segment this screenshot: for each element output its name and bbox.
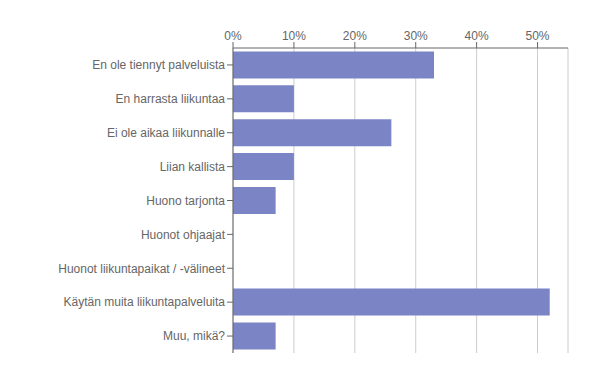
svg-text:50%: 50% [526, 29, 550, 43]
svg-text:Käytän muita liikuntapalveluit: Käytän muita liikuntapalveluita [64, 295, 226, 309]
svg-text:0%: 0% [224, 29, 242, 43]
svg-text:20%: 20% [343, 29, 367, 43]
svg-text:Liian kallista: Liian kallista [160, 160, 226, 174]
svg-text:En ole tiennyt palveluista: En ole tiennyt palveluista [92, 58, 225, 72]
svg-text:Ei ole aikaa liikunnalle: Ei ole aikaa liikunnalle [107, 126, 225, 140]
svg-text:Muu, mikä?: Muu, mikä? [163, 329, 225, 343]
svg-text:En harrasta liikuntaa: En harrasta liikuntaa [116, 92, 226, 106]
svg-text:40%: 40% [465, 29, 489, 43]
svg-text:Huono tarjonta: Huono tarjonta [146, 194, 225, 208]
svg-text:Huonot liikuntapaikat / -välin: Huonot liikuntapaikat / -välineet [58, 262, 225, 276]
svg-text:10%: 10% [282, 29, 306, 43]
svg-text:Huonot ohjaajat: Huonot ohjaajat [141, 228, 226, 242]
svg-text:30%: 30% [404, 29, 428, 43]
